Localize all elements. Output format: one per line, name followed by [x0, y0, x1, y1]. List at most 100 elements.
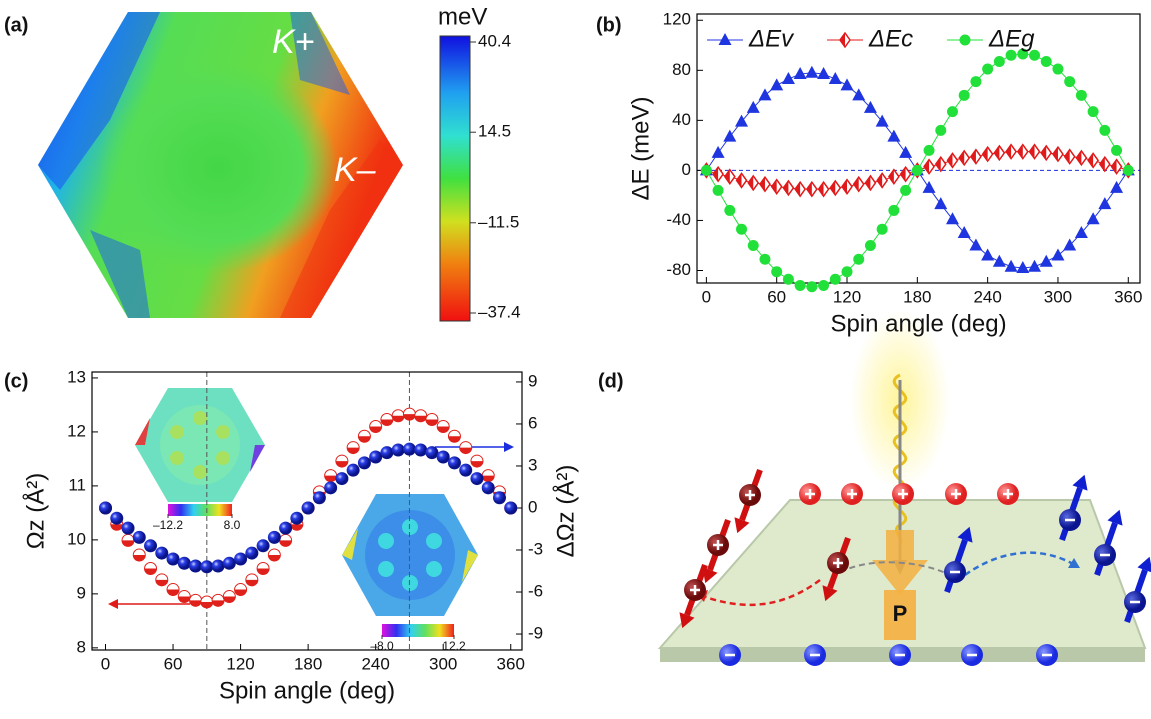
marker	[877, 224, 888, 235]
marker	[947, 106, 958, 117]
marker-shape	[960, 35, 971, 46]
marker-shape	[1088, 106, 1099, 117]
marker	[852, 88, 865, 100]
marker	[380, 446, 393, 459]
marker	[1030, 145, 1040, 159]
marker	[290, 512, 303, 525]
marker	[1099, 125, 1110, 136]
colorbar-title: meV	[438, 3, 487, 30]
marker	[302, 501, 315, 514]
marker-shape	[246, 580, 258, 586]
marker-shape	[1051, 248, 1064, 260]
marker-shape	[459, 464, 472, 477]
marker-shape	[1052, 64, 1063, 75]
marker-shape	[1040, 255, 1053, 267]
marker-shape	[110, 512, 123, 525]
marker-shape	[760, 177, 765, 191]
marker	[178, 557, 191, 570]
marker	[982, 64, 993, 75]
marker	[370, 421, 382, 433]
polarization-label: P	[893, 601, 908, 626]
marker	[783, 274, 794, 285]
panel-label: (d)	[598, 370, 624, 392]
marker	[155, 547, 168, 560]
marker-shape	[279, 522, 292, 535]
marker	[268, 531, 281, 544]
marker	[167, 552, 180, 565]
marker-shape	[959, 151, 964, 165]
marker	[901, 167, 911, 181]
x-tick-label: 60	[164, 654, 183, 673]
y-tick-label: 13	[67, 367, 86, 386]
marker-shape	[426, 420, 438, 426]
marker	[145, 562, 157, 574]
marker	[1076, 151, 1086, 165]
marker	[257, 539, 270, 552]
marker	[1076, 90, 1087, 101]
marker-shape	[200, 560, 213, 573]
marker	[840, 33, 850, 47]
y2-tick-label: -6	[528, 582, 543, 601]
marker-shape	[155, 547, 168, 560]
marker-shape	[347, 464, 360, 477]
marker-shape	[437, 427, 449, 433]
marker-shape	[865, 240, 876, 251]
marker	[712, 146, 725, 158]
marker-shape	[1112, 160, 1117, 174]
marker-shape	[840, 33, 845, 47]
y-tick-label: 120	[663, 10, 691, 29]
marker-shape	[1110, 181, 1123, 193]
marker-shape	[899, 146, 912, 158]
marker	[415, 410, 427, 422]
marker	[795, 182, 805, 196]
marker-shape	[133, 555, 145, 561]
marker	[993, 255, 1006, 267]
colorbar-tick-label: 14.5	[478, 122, 511, 141]
marker	[736, 224, 747, 235]
marker-shape	[923, 181, 936, 193]
marker	[110, 512, 123, 525]
marker	[748, 176, 758, 190]
marker-shape	[381, 420, 393, 426]
x-tick-label: 360	[497, 654, 525, 673]
marker	[470, 472, 483, 485]
marker-shape	[817, 67, 830, 79]
marker-shape	[1006, 145, 1011, 159]
marker	[888, 205, 899, 216]
panel-label: (c)	[4, 370, 28, 392]
marker	[795, 280, 806, 291]
y-tick-label: 8	[77, 637, 86, 656]
marker-shape	[842, 266, 853, 277]
marker-shape	[936, 157, 941, 171]
y2-tick-label: 6	[528, 413, 537, 432]
page: {"chart_data": [ {"type": "heatmap", "la…	[0, 0, 1151, 719]
marker	[899, 146, 912, 158]
marker-shape	[934, 197, 947, 209]
marker-shape	[268, 555, 280, 561]
marker-shape	[324, 481, 337, 494]
x-tick-label: 60	[767, 287, 786, 306]
marker	[772, 180, 782, 194]
x-tick-label: 120	[833, 287, 861, 306]
marker	[994, 56, 1005, 67]
marker-shape	[245, 547, 258, 560]
marker	[335, 472, 348, 485]
y-axis-title: ΔE (meV)	[627, 96, 654, 200]
marker-shape	[719, 33, 732, 45]
y2-tick-label: -9	[528, 624, 543, 643]
marker	[212, 594, 224, 606]
marker-shape	[425, 446, 438, 459]
marker	[358, 456, 371, 469]
marker	[437, 421, 449, 433]
y2-tick-label: 3	[528, 455, 537, 474]
inset-map	[135, 388, 265, 502]
marker	[759, 254, 770, 265]
marker	[877, 173, 887, 187]
y-tick-label: -40	[666, 210, 691, 229]
marker-shape	[145, 568, 157, 574]
marker-shape	[122, 522, 135, 535]
marker	[178, 591, 190, 603]
marker	[983, 147, 993, 161]
marker-shape	[772, 180, 777, 194]
marker-shape	[190, 600, 202, 606]
